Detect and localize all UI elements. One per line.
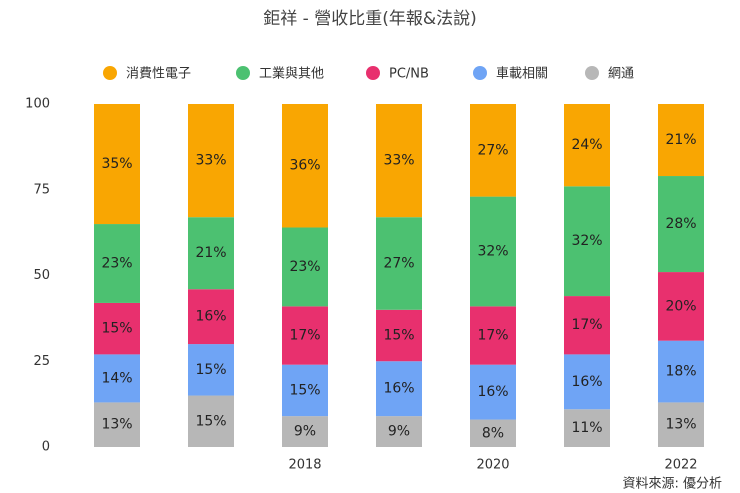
y-tick-label: 50	[33, 268, 50, 283]
bar-segment	[564, 104, 610, 187]
data-label: 13%	[665, 417, 696, 433]
data-label: 16%	[571, 374, 602, 390]
bar-segment	[658, 340, 704, 403]
data-label: 18%	[665, 364, 696, 380]
data-label: 17%	[571, 317, 602, 333]
bar-segment	[658, 402, 704, 447]
y-tick-label: 25	[33, 354, 50, 369]
bar-segment	[188, 395, 234, 447]
bar-segment	[658, 104, 704, 177]
data-label: 28%	[665, 216, 696, 232]
legend-marker	[366, 66, 380, 80]
bar-segment	[564, 354, 610, 410]
y-tick-label: 100	[25, 97, 50, 112]
data-label: 33%	[195, 153, 226, 169]
data-label: 27%	[383, 255, 414, 271]
bar-segment	[94, 354, 140, 403]
data-label: 17%	[477, 328, 508, 344]
bar-segment	[94, 402, 140, 447]
bar-segment	[282, 364, 328, 417]
bar-segment	[470, 306, 516, 365]
data-label: 15%	[101, 321, 132, 337]
data-label: 9%	[388, 424, 410, 440]
bar-segment	[470, 104, 516, 197]
legend-label: 車載相關	[496, 67, 548, 82]
data-label: 14%	[101, 370, 132, 386]
legend-label: 工業與其他	[259, 66, 324, 82]
data-label: 15%	[289, 382, 320, 398]
bar-segment	[94, 104, 140, 225]
x-tick-label: 2022	[664, 458, 697, 473]
legend-label: 消費性電子	[126, 67, 191, 82]
data-label: 23%	[101, 255, 132, 271]
bar-segment	[376, 361, 422, 417]
legend-label: PC/NB	[389, 67, 429, 82]
x-tick-label: 2018	[288, 458, 321, 473]
data-label: 8%	[482, 425, 504, 441]
data-label: 27%	[477, 142, 508, 158]
bar-segment	[564, 186, 610, 297]
data-label: 20%	[665, 298, 696, 314]
data-label: 32%	[571, 233, 602, 249]
bar-segment	[188, 104, 234, 218]
data-label: 16%	[195, 309, 226, 325]
data-label: 15%	[195, 362, 226, 378]
bar-segment	[564, 409, 610, 447]
legend-marker	[585, 66, 599, 80]
data-label: 35%	[101, 156, 132, 172]
bar-segment	[282, 416, 328, 447]
x-tick-label: 2020	[476, 458, 509, 473]
data-label: 32%	[477, 243, 508, 259]
data-label: 15%	[195, 413, 226, 429]
bar-segment	[470, 364, 516, 420]
bar-segment	[376, 217, 422, 310]
data-label: 17%	[289, 328, 320, 344]
chart-title: 鉅祥 - 營收比重(年報&法說)	[263, 9, 476, 29]
data-label: 36%	[289, 158, 320, 174]
y-tick-label: 0	[42, 440, 50, 455]
bar-segment	[282, 104, 328, 228]
legend-marker	[103, 66, 117, 80]
bar-segment	[282, 227, 328, 307]
data-label: 13%	[101, 417, 132, 433]
data-label: 15%	[383, 328, 414, 344]
data-label: 16%	[477, 384, 508, 400]
bar-segment	[376, 416, 422, 447]
data-label: 21%	[195, 245, 226, 261]
bar-segment	[188, 217, 234, 290]
bar-segment	[188, 289, 234, 345]
bar-segment	[94, 302, 140, 355]
bar-segment	[282, 306, 328, 365]
data-label: 33%	[383, 153, 414, 169]
source-note: 資料來源: 優分析	[622, 477, 722, 492]
data-label: 24%	[571, 137, 602, 153]
bar-segment	[564, 296, 610, 355]
data-label: 23%	[289, 259, 320, 275]
bar-segment	[188, 344, 234, 396]
legend-marker	[473, 66, 487, 80]
data-label: 9%	[294, 424, 316, 440]
data-label: 16%	[383, 381, 414, 397]
bar-segment	[470, 196, 516, 307]
bar-segment	[376, 104, 422, 218]
legend-label: 網通	[608, 67, 634, 82]
y-tick-label: 75	[33, 182, 50, 197]
bar-segment	[658, 272, 704, 341]
bar-segment	[94, 224, 140, 303]
data-label: 21%	[665, 132, 696, 148]
legend-marker	[236, 66, 250, 80]
bar-segment	[376, 309, 422, 362]
bar-segment	[470, 419, 516, 447]
bar-segment	[658, 176, 704, 273]
data-label: 11%	[571, 420, 602, 436]
